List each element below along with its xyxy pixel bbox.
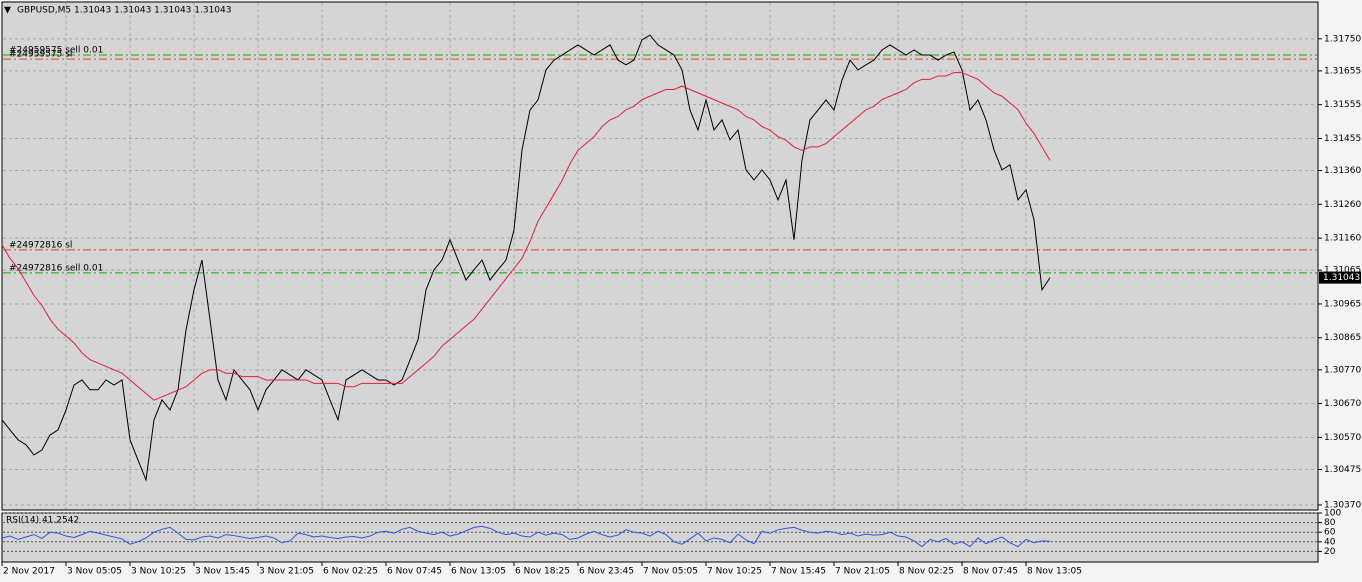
x-tick-label: 7 Nov 15:45 xyxy=(771,567,826,577)
x-tick-label: 8 Nov 02:25 xyxy=(899,567,954,577)
y-tick-label: 1.30770 xyxy=(1324,365,1361,375)
order-label: #24959575 sl xyxy=(9,50,72,60)
x-tick-label: 3 Nov 15:45 xyxy=(195,567,250,577)
series-line xyxy=(1,34,1051,482)
y-tick-label: 1.30865 xyxy=(1324,333,1361,343)
x-tick-label: 7 Nov 21:05 xyxy=(835,567,890,577)
y-tick-label: 1.31455 xyxy=(1324,134,1361,144)
series-line xyxy=(1,72,1051,401)
y-tick-label: 20 xyxy=(1324,547,1336,557)
x-tick-label: 8 Nov 13:05 xyxy=(1027,567,1082,577)
y-tick-label: 1.31555 xyxy=(1324,100,1361,110)
x-tick-label: 2 Nov 2017 xyxy=(3,567,55,577)
y-tick-label: 1.30370 xyxy=(1324,500,1361,510)
y-tick-label: 60 xyxy=(1324,528,1336,538)
order-label: #24972816 sl xyxy=(9,240,72,250)
x-tick-label: 7 Nov 10:25 xyxy=(707,567,762,577)
y-tick-label: 1.31750 xyxy=(1324,34,1361,44)
y-tick-label: 1.30475 xyxy=(1324,465,1361,475)
rsi-panel xyxy=(1,512,1319,563)
last-price-label: 1.31043 xyxy=(1323,273,1360,283)
chart-title: ▼ xyxy=(4,6,11,16)
y-tick-label: 80 xyxy=(1324,518,1336,528)
y-tick-label: 1.31065 xyxy=(1324,266,1361,276)
y-tick-label: 1.31655 xyxy=(1324,66,1361,76)
x-tick-label: 8 Nov 07:45 xyxy=(963,567,1018,577)
order-label: #24972816 sell 0.01 xyxy=(9,263,103,273)
chart-title: GBPUSD,M5 1.31043 1.31043 1.31043 1.3104… xyxy=(17,6,231,16)
x-tick-label: 6 Nov 23:45 xyxy=(579,567,634,577)
x-tick-label: 3 Nov 05:05 xyxy=(67,567,122,577)
y-tick-label: 1.31160 xyxy=(1324,234,1361,244)
x-tick-label: 6 Nov 02:25 xyxy=(323,567,378,577)
y-tick-label: 100 xyxy=(1324,509,1341,519)
x-tick-label: 6 Nov 07:45 xyxy=(387,567,442,577)
last-price-box xyxy=(1319,271,1361,284)
y-tick-label: 1.30965 xyxy=(1324,299,1361,309)
y-tick-label: 1.31260 xyxy=(1324,200,1361,210)
y-tick-label: 40 xyxy=(1324,537,1336,547)
order-label: #24959575 sell 0.01 xyxy=(9,46,103,56)
series-line xyxy=(1,525,1051,548)
x-tick-label: 6 Nov 13:05 xyxy=(451,567,506,577)
price-panel xyxy=(1,1,1319,511)
x-tick-label: 3 Nov 10:25 xyxy=(131,567,186,577)
y-tick-label: 1.30670 xyxy=(1324,399,1361,409)
x-tick-label: 6 Nov 18:25 xyxy=(515,567,570,577)
y-tick-label: 1.31360 xyxy=(1324,166,1361,176)
x-tick-label: 3 Nov 21:05 xyxy=(259,567,314,577)
rsi-title: RSI(14) 41.2542 xyxy=(6,516,79,526)
x-tick-label: 7 Nov 05:05 xyxy=(643,567,698,577)
y-tick-label: 1.30570 xyxy=(1324,433,1361,443)
